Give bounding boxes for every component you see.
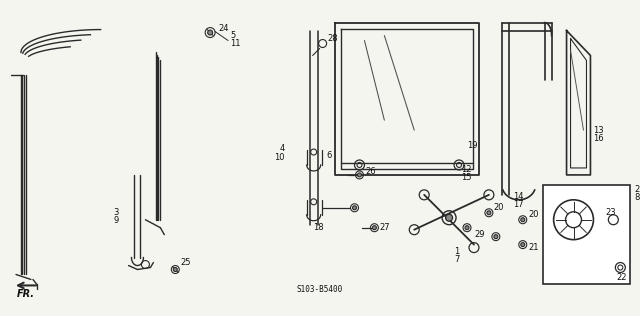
Text: 11: 11	[230, 39, 241, 48]
Circle shape	[173, 268, 177, 271]
Text: 16: 16	[593, 134, 604, 143]
Circle shape	[372, 226, 376, 230]
Text: 12: 12	[461, 166, 472, 174]
Circle shape	[487, 211, 491, 215]
Text: 9: 9	[113, 216, 118, 225]
Bar	[543, 185, 630, 284]
Circle shape	[207, 30, 212, 35]
Text: 24: 24	[218, 24, 228, 33]
Text: 8: 8	[634, 193, 639, 202]
Text: 7: 7	[454, 255, 460, 264]
Text: 20: 20	[529, 210, 540, 219]
Text: 18: 18	[313, 223, 323, 232]
Text: FR.: FR.	[17, 289, 35, 300]
Circle shape	[445, 214, 452, 221]
Text: 5: 5	[230, 31, 236, 40]
Text: 29: 29	[474, 230, 484, 239]
Circle shape	[494, 235, 498, 239]
Text: 25: 25	[180, 258, 191, 267]
Circle shape	[521, 218, 525, 222]
Text: 10: 10	[275, 153, 285, 161]
Text: 28: 28	[328, 34, 339, 43]
Text: 19: 19	[467, 141, 477, 149]
Text: 26: 26	[365, 167, 376, 176]
Circle shape	[358, 173, 362, 177]
Text: 13: 13	[593, 126, 604, 135]
Circle shape	[465, 226, 469, 230]
Text: 4: 4	[280, 143, 285, 153]
Circle shape	[353, 206, 356, 210]
Text: 20: 20	[494, 203, 504, 212]
Text: 3: 3	[113, 208, 118, 217]
Text: 17: 17	[513, 200, 524, 209]
Text: 23: 23	[605, 208, 616, 217]
Text: 1: 1	[454, 247, 460, 256]
Text: 14: 14	[513, 192, 524, 201]
Text: 15: 15	[461, 173, 472, 182]
Text: 6: 6	[326, 150, 332, 160]
Circle shape	[521, 243, 525, 246]
Text: 21: 21	[529, 243, 540, 252]
Text: 2: 2	[634, 185, 639, 194]
Text: 27: 27	[380, 223, 390, 232]
Text: 22: 22	[616, 273, 627, 282]
Text: S103-B5400: S103-B5400	[296, 285, 343, 295]
